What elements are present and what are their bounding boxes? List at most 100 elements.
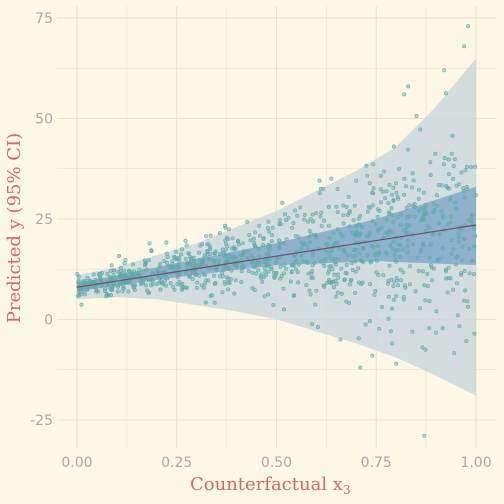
data-point (307, 229, 312, 234)
fit-line (76, 224, 477, 288)
data-point (296, 235, 301, 240)
data-point (405, 250, 410, 255)
data-point (184, 285, 189, 290)
data-point (299, 246, 304, 251)
data-point (371, 191, 376, 196)
data-point (176, 263, 181, 268)
data-point (416, 187, 421, 192)
data-point (157, 264, 162, 269)
data-point (395, 215, 400, 220)
data-point (195, 280, 200, 285)
data-point (109, 293, 114, 298)
data-point (203, 278, 208, 283)
data-point (263, 269, 268, 274)
data-point (293, 208, 298, 213)
data-point (206, 257, 211, 262)
data-point (183, 256, 188, 261)
data-point (407, 264, 412, 269)
x-tick-label: 0.75 (361, 455, 392, 471)
data-point (401, 297, 406, 302)
data-point (108, 275, 113, 280)
data-point (325, 243, 330, 248)
data-point (435, 203, 440, 208)
data-point (76, 278, 81, 283)
data-point (385, 232, 390, 237)
data-point (331, 231, 336, 236)
data-point (383, 196, 388, 201)
data-point (195, 263, 200, 268)
data-point (455, 254, 460, 259)
data-point (374, 258, 379, 263)
data-point (439, 208, 444, 213)
data-point (414, 113, 419, 118)
data-point (314, 288, 319, 293)
data-point (431, 202, 436, 207)
data-point (392, 252, 397, 257)
data-point (395, 278, 400, 283)
data-point (149, 248, 154, 253)
data-point (335, 227, 340, 232)
data-point (396, 248, 401, 253)
data-point (335, 210, 340, 215)
data-point (271, 302, 276, 307)
data-point (278, 276, 283, 281)
confidence-interval-band (77, 186, 476, 292)
data-point (179, 252, 184, 257)
data-point (396, 166, 401, 171)
data-point (115, 289, 120, 294)
data-point (139, 280, 144, 285)
data-point (236, 242, 241, 247)
data-point (403, 285, 408, 290)
data-point (372, 292, 377, 297)
data-point (437, 232, 442, 237)
data-point (269, 267, 274, 272)
data-point (286, 215, 291, 220)
data-point (299, 254, 304, 259)
data-point (96, 272, 101, 277)
data-point (369, 244, 374, 249)
data-point (357, 251, 362, 256)
data-point (304, 282, 309, 287)
data-point (353, 290, 358, 295)
data-point (266, 292, 271, 297)
data-point (455, 313, 460, 318)
data-point (404, 225, 409, 230)
data-point (256, 254, 261, 259)
data-point (367, 318, 372, 323)
data-point (122, 280, 127, 285)
data-point (312, 260, 317, 265)
data-point (467, 271, 472, 276)
data-point (249, 253, 254, 258)
data-point (459, 170, 464, 175)
data-point (427, 326, 432, 331)
data-point (241, 253, 246, 258)
data-point (410, 185, 415, 190)
data-point (116, 283, 121, 288)
data-point (457, 324, 462, 329)
data-point (232, 247, 237, 252)
data-point (388, 243, 393, 248)
data-point (177, 272, 182, 277)
data-point (402, 92, 407, 97)
data-point (399, 212, 404, 217)
data-point (226, 280, 231, 285)
data-point (429, 278, 434, 283)
data-point (353, 259, 358, 264)
data-point (393, 248, 398, 253)
x-axis-title-subscript: 3 (343, 483, 351, 497)
data-point (450, 133, 455, 138)
data-point (233, 278, 238, 283)
data-point (471, 225, 476, 230)
data-point (81, 279, 86, 284)
data-point (403, 184, 408, 189)
data-point (423, 298, 428, 303)
data-point (404, 231, 409, 236)
data-point (341, 213, 346, 218)
data-point (172, 255, 177, 260)
data-point (431, 266, 436, 271)
data-point (205, 249, 210, 254)
data-point (451, 164, 456, 169)
data-point (226, 277, 231, 282)
data-point (227, 256, 232, 261)
data-point (339, 291, 344, 296)
